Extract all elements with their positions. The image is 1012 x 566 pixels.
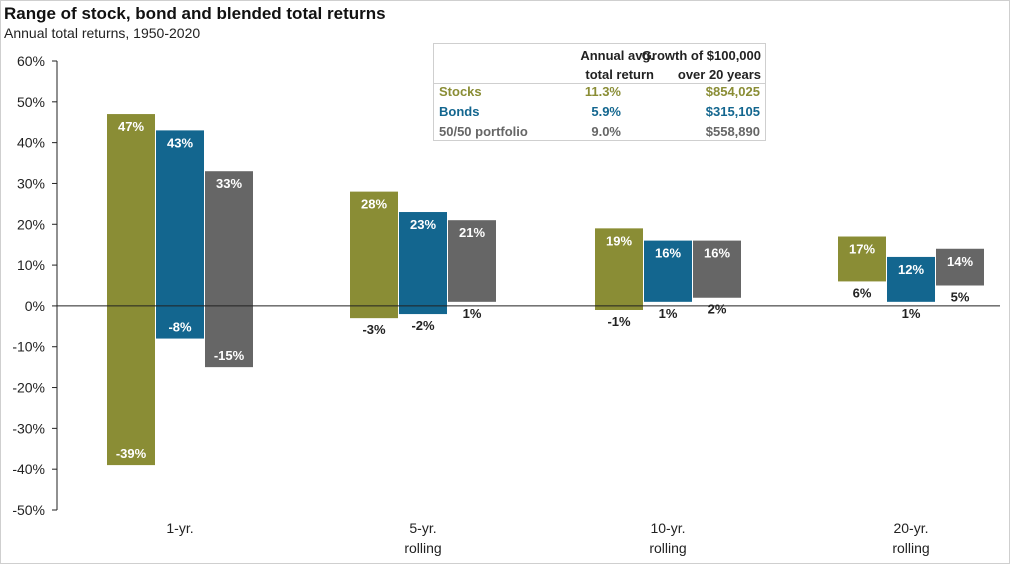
col-header-growth-line2: over 20 years: [677, 67, 761, 82]
data-label-max: 23%: [410, 217, 436, 232]
range-bar: [350, 191, 398, 319]
data-label-min: 5%: [951, 290, 970, 305]
summary-row-name: Bonds: [439, 104, 480, 119]
y-tick-label: -40%: [12, 461, 45, 477]
y-tick-label: 40%: [17, 135, 45, 151]
y-tick-label: 20%: [17, 216, 45, 232]
summary-row-growth: $315,105: [705, 104, 760, 119]
data-label-min: -3%: [362, 322, 386, 337]
range-bar: [399, 212, 447, 315]
range-bar: [107, 114, 155, 466]
y-tick-label: 0%: [25, 298, 45, 314]
data-label-min: 1%: [659, 306, 678, 321]
x-category-label: 20-yr.: [893, 520, 928, 536]
data-label-max: 43%: [167, 135, 193, 150]
summary-row-return: 9.0%: [591, 124, 621, 139]
summary-row-stocks: Stocks 11.3% $854,025: [434, 82, 765, 102]
x-category-label: 5-yr.: [409, 520, 436, 536]
data-label-min: -8%: [168, 320, 192, 335]
col-header-growth: Growth of $100,000 over 20 years: [624, 46, 761, 84]
x-category-label: rolling: [649, 540, 686, 556]
y-tick-label: -10%: [12, 339, 45, 355]
data-label-min: 2%: [708, 302, 727, 317]
summary-row-return: 11.3%: [584, 84, 621, 99]
y-tick-label: -30%: [12, 420, 45, 436]
data-label-min: 1%: [902, 306, 921, 321]
range-bar: [838, 236, 886, 282]
summary-row-return: 5.9%: [591, 104, 621, 119]
summary-table: Annual avg. total return Growth of $100,…: [433, 43, 766, 141]
range-bar: [205, 171, 253, 368]
data-label-max: 16%: [655, 246, 681, 261]
range-bar: [595, 228, 643, 310]
y-tick-label: 10%: [17, 257, 45, 273]
y-tick-label: 30%: [17, 175, 45, 191]
y-tick-label: -20%: [12, 380, 45, 396]
range-bar: [448, 220, 496, 302]
y-tick-label: -50%: [12, 502, 45, 518]
range-bar: [936, 248, 984, 286]
col-header-avg-return-line1: Annual avg.: [580, 48, 654, 63]
chart-title: Range of stock, bond and blended total r…: [4, 4, 386, 23]
range-bar: [644, 240, 692, 302]
y-tick-label: 60%: [17, 53, 45, 69]
y-tick-label: 50%: [17, 94, 45, 110]
data-label-max: 19%: [606, 233, 632, 248]
summary-row-name: 50/50 portfolio: [439, 124, 528, 139]
summary-row-blended: 50/50 portfolio 9.0% $558,890: [434, 122, 765, 142]
x-category-label: 10-yr.: [650, 520, 685, 536]
range-bar: [156, 130, 204, 339]
summary-row-growth: $854,025: [705, 84, 760, 99]
data-label-min: -15%: [214, 348, 245, 363]
data-label-max: 12%: [898, 262, 924, 277]
summary-row-bonds: Bonds 5.9% $315,105: [434, 102, 765, 122]
data-label-max: 14%: [947, 254, 973, 269]
data-label-max: 16%: [704, 246, 730, 261]
chart-subtitle: Annual total returns, 1950-2020: [4, 25, 201, 41]
x-category-label: rolling: [404, 540, 441, 556]
summary-row-growth: $558,890: [705, 124, 760, 139]
data-label-min: -1%: [607, 314, 631, 329]
col-header-avg-return-line2: total return: [585, 67, 654, 82]
data-label-max: 21%: [459, 225, 485, 240]
x-category-label: 1-yr.: [166, 520, 193, 536]
col-header-growth-line1: Growth of $100,000: [641, 48, 761, 63]
data-label-min: 6%: [853, 285, 872, 300]
x-category-label: rolling: [892, 540, 929, 556]
range-bar: [693, 240, 741, 298]
data-label-max: 28%: [361, 197, 387, 212]
data-label-max: 33%: [216, 176, 242, 191]
data-label-min: -2%: [411, 318, 435, 333]
range-bar: [887, 256, 935, 302]
summary-divider: [434, 83, 765, 84]
col-header-avg-return: Annual avg. total return: [534, 46, 654, 84]
summary-row-name: Stocks: [439, 84, 482, 99]
data-label-max: 17%: [849, 242, 875, 257]
data-label-max: 47%: [118, 119, 144, 134]
data-label-min: -39%: [116, 446, 147, 461]
data-label-min: 1%: [463, 306, 482, 321]
